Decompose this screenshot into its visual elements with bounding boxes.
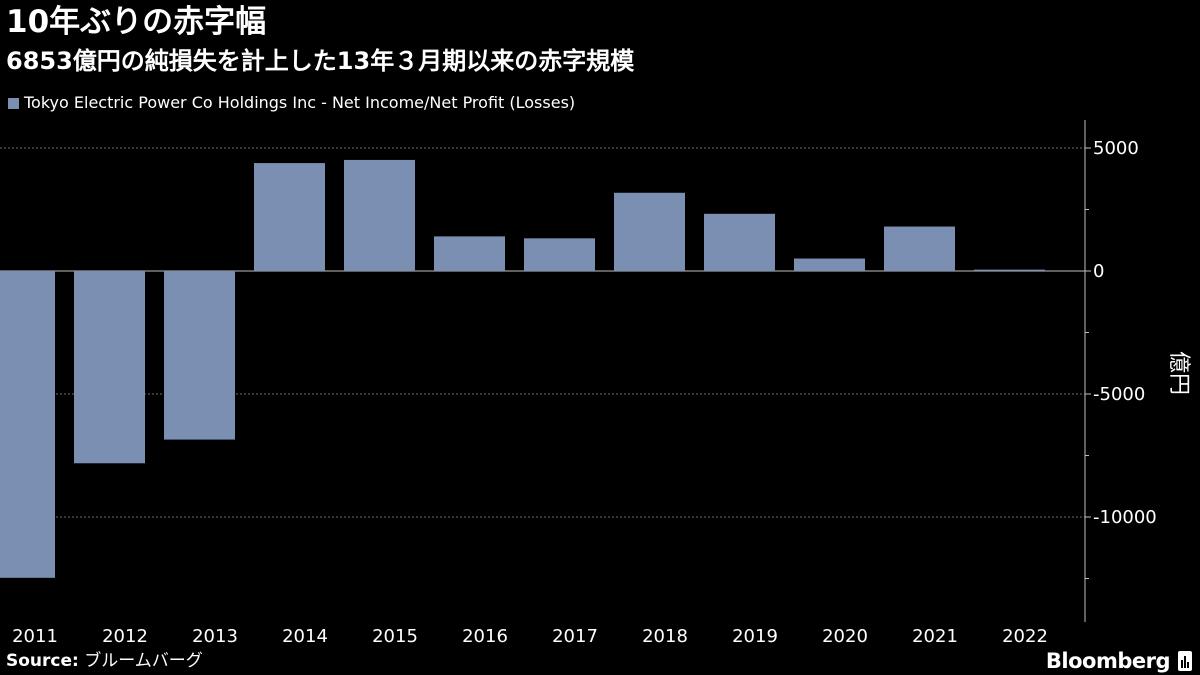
x-tick-label-2022: 2022 (1002, 626, 1048, 647)
bar-2014 (254, 163, 325, 271)
y-tick-label: -10000 (1093, 507, 1157, 528)
y-tick-label: 5000 (1093, 138, 1139, 159)
bar-2018 (614, 192, 685, 271)
bar-2015 (344, 159, 415, 271)
x-tick-label-2017: 2017 (552, 626, 598, 647)
x-tick-label-2019: 2019 (732, 626, 778, 647)
chart-subtitle: 6853億円の純損失を計上した13年３月期以来の赤字規模 (6, 47, 635, 75)
x-tick-label-2011: 2011 (12, 626, 58, 647)
bar-2019 (704, 213, 775, 271)
legend-swatch (8, 97, 19, 109)
y-tick-label: -5000 (1093, 384, 1145, 405)
legend-label: Tokyo Electric Power Co Holdings Inc - N… (24, 93, 576, 112)
bar-2021 (884, 226, 955, 271)
y-tick-label: 0 (1093, 261, 1104, 282)
legend: Tokyo Electric Power Co Holdings Inc - N… (8, 92, 575, 114)
y-axis-title: 億円 (1166, 351, 1191, 395)
bloomberg-mark-icon (1178, 651, 1192, 671)
bar-2012 (74, 271, 145, 464)
bar-2016 (434, 236, 505, 271)
x-tick-label-2012: 2012 (102, 626, 148, 647)
bar-layer (0, 159, 1045, 578)
x-tick-label-2021: 2021 (912, 626, 958, 647)
x-tick-label-2018: 2018 (642, 626, 688, 647)
bloomberg-logo: Bloomberg (1046, 648, 1192, 674)
source-note: Source: ブルームバーグ (6, 650, 203, 672)
x-tick-label-2013: 2013 (192, 626, 238, 647)
x-tick-label-2014: 2014 (282, 626, 328, 647)
bar-2022 (974, 269, 1045, 271)
axis-layer: 5000 0 -5000 -10000 億円 2011 2012 2013 2014 2015 20… (12, 120, 1191, 647)
grid-layer (0, 147, 1085, 518)
x-tick-label-2015: 2015 (372, 626, 418, 647)
brand-wordmark: Bloomberg (1045, 649, 1171, 673)
chart-title: 10年ぶりの赤字幅 (6, 4, 267, 40)
bar-2013 (164, 271, 235, 440)
x-tick-label-2016: 2016 (462, 626, 508, 647)
source-value: ブルームバーグ (84, 651, 203, 671)
bar-2017 (524, 238, 595, 271)
x-tick-label-2020: 2020 (822, 626, 868, 647)
bar-2020 (794, 258, 865, 271)
bar-2011 (0, 271, 55, 578)
source-label: Source: (6, 651, 79, 671)
